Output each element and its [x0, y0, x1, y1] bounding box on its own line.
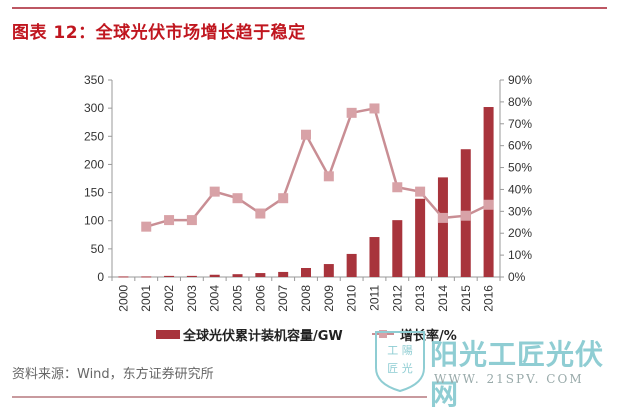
- x-axis-tick: 2000: [116, 285, 130, 312]
- x-axis-tick: 2007: [276, 285, 290, 312]
- line-marker: [301, 129, 311, 140]
- line-marker: [346, 107, 357, 118]
- left-axis-tick: 350: [84, 73, 104, 87]
- line-marker: [186, 215, 197, 226]
- right-axis-tick: 80%: [508, 95, 532, 109]
- bar: [392, 220, 403, 277]
- right-axis-tick: 10%: [508, 248, 532, 262]
- line-marker: [209, 186, 220, 197]
- bar: [118, 276, 129, 278]
- watermark-badge-icon: 工 陽 匠 光: [375, 331, 425, 393]
- svg-text:匠 光: 匠 光: [387, 361, 413, 375]
- watermark-url: WWW. 21SPV. COM: [434, 372, 584, 386]
- line-marker: [369, 103, 380, 114]
- legend-bar-swatch: [156, 330, 180, 339]
- watermark-title: 阳光工匠光伏网: [430, 338, 605, 411]
- bar: [186, 275, 197, 277]
- x-axis-tick: 2015: [459, 285, 473, 312]
- line-marker: [278, 193, 289, 204]
- axes: 0 50 100 150 200 250 300 350 0% 10% 20% 30% 40% 50% 60…: [84, 73, 532, 284]
- line-marker: [323, 171, 334, 182]
- x-axis-tick: 2012: [390, 285, 404, 312]
- left-axis-tick: 200: [84, 157, 104, 171]
- x-axis-tick: 2014: [436, 285, 450, 312]
- line-marker: [164, 215, 175, 226]
- right-axis-tick: 0%: [508, 270, 526, 284]
- x-axis-tick: 2001: [139, 285, 153, 312]
- x-axis-labels: 2000 2001 2002 2003 2004 2005 2006 2007 2008 2009…: [116, 285, 495, 312]
- x-axis-tick: 2010: [345, 285, 359, 312]
- left-axis-tick: 300: [84, 101, 104, 115]
- bar: [415, 198, 426, 277]
- line-marker: [460, 210, 471, 221]
- line-series: [141, 103, 494, 232]
- bar: [301, 267, 311, 277]
- x-axis-tick: 2002: [162, 285, 176, 312]
- bar: [209, 274, 220, 277]
- bar: [346, 253, 357, 277]
- x-axis-tick: 2004: [208, 285, 222, 312]
- line-marker: [255, 208, 266, 219]
- right-axis-tick: 40%: [508, 182, 532, 196]
- top-divider: [12, 7, 607, 9]
- chart-title: 图表 12：全球光伏市场增长趋于稳定: [12, 23, 306, 43]
- svg-text:工 陽: 工 陽: [387, 344, 413, 357]
- x-axis-tick: 2006: [253, 285, 267, 312]
- x-axis-tick: 2016: [482, 285, 496, 312]
- source-note: 资料来源：Wind，东方证券研究所: [12, 367, 214, 382]
- line-marker: [141, 221, 152, 232]
- bar: [323, 264, 334, 277]
- right-axis-tick: 70%: [508, 117, 532, 131]
- left-axis-tick: 0: [97, 270, 104, 284]
- bottom-divider: [12, 396, 427, 398]
- bar: [255, 273, 266, 277]
- x-axis-tick: 2013: [413, 285, 427, 312]
- right-axis-tick: 50%: [508, 161, 532, 175]
- bar: [141, 276, 152, 278]
- right-axis-tick: 90%: [508, 73, 532, 87]
- x-axis-tick: 2011: [367, 285, 381, 311]
- x-axis-tick: 2005: [231, 285, 245, 312]
- line-marker: [483, 199, 494, 210]
- left-axis-tick: 50: [91, 242, 105, 256]
- right-axis-tick: 20%: [508, 226, 532, 240]
- line-marker: [415, 186, 426, 197]
- left-axis-tick: 150: [84, 186, 104, 200]
- bar: [278, 271, 289, 277]
- x-axis-tick: 2009: [322, 285, 336, 312]
- line-marker: [437, 212, 448, 223]
- bar: [232, 274, 243, 277]
- x-axis-tick: 2003: [185, 285, 199, 312]
- bar: [164, 275, 175, 277]
- left-axis-tick: 250: [84, 129, 104, 143]
- legend-line-marker: [379, 330, 387, 338]
- line-marker: [392, 182, 403, 193]
- x-axis-tick: 2008: [299, 285, 313, 312]
- right-axis-tick: 60%: [508, 139, 532, 153]
- legend-bar-label: 全球光伏累计装机容量/GW: [182, 328, 343, 344]
- left-axis-tick: 100: [84, 214, 104, 228]
- bar: [369, 237, 380, 277]
- right-axis-tick: 30%: [508, 204, 532, 218]
- bar: [437, 177, 448, 277]
- bar: [483, 107, 494, 277]
- line-marker: [232, 193, 243, 204]
